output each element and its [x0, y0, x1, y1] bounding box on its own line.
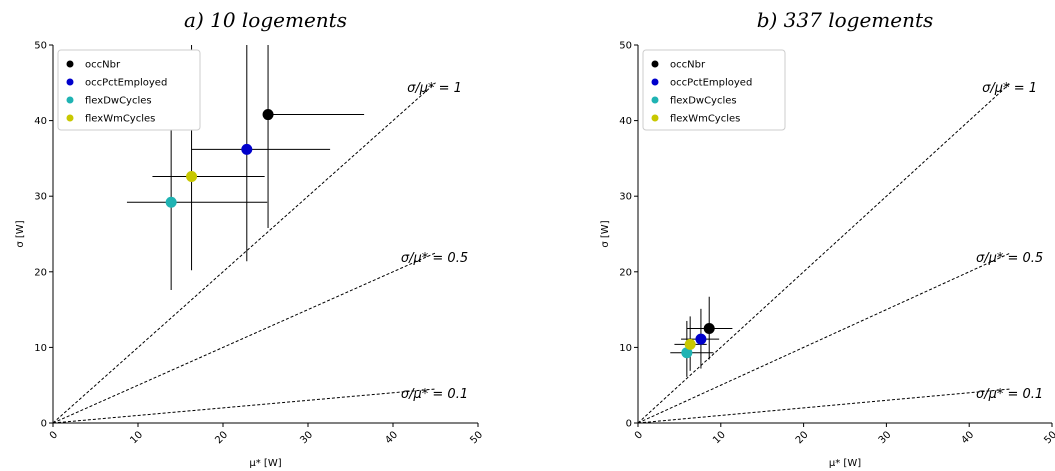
x-tick-label: 0	[48, 429, 60, 441]
legend-label-occNbr: occNbr	[670, 60, 706, 71]
ratio-line	[638, 388, 1011, 423]
y-tick-label: 40	[619, 116, 632, 127]
legend-marker-occPctEmployed	[66, 78, 74, 86]
y-tick-label: 30	[619, 192, 632, 203]
plot-area	[638, 82, 1011, 423]
series-occPctEmployed	[191, 45, 331, 262]
x-tick-label: 30	[298, 429, 315, 446]
x-tick-label: 40	[959, 429, 976, 446]
legend-frame	[57, 49, 201, 131]
data-point-occNbr	[703, 323, 715, 334]
ratio-label: σ/μ* = 0.5	[976, 251, 1043, 266]
legend-marker-occNbr	[66, 60, 74, 68]
series-occNbr	[267, 45, 365, 228]
ratio-line	[53, 82, 436, 423]
legend-frame	[642, 49, 786, 131]
chart-title: a) 10 logements	[184, 8, 347, 32]
ratio-line	[638, 82, 1011, 423]
y-tick-label: 40	[34, 116, 47, 127]
ratio-line	[638, 252, 1011, 423]
x-tick-label: 10	[128, 429, 145, 446]
y-tick-label: 0	[626, 419, 632, 430]
legend-label-flexWmCycles: flexWmCycles	[670, 114, 740, 125]
y-axis-label: σ [W]	[600, 220, 611, 247]
y-tick-label: 10	[619, 343, 632, 354]
legend-marker-flexWmCycles	[66, 114, 74, 122]
x-tick-label: 50	[468, 429, 485, 446]
x-axis-label: μ* [W]	[249, 458, 281, 469]
legend-label-occPctEmployed: occPctEmployed	[670, 78, 752, 89]
y-tick-label: 10	[34, 343, 47, 354]
x-tick-label: 50	[1042, 429, 1055, 446]
y-tick-label: 20	[619, 267, 632, 278]
data-point-flexDwCycles	[681, 347, 693, 359]
data-point-flexWmCycles	[684, 338, 696, 350]
y-tick-label: 0	[41, 419, 47, 430]
x-tick-label: 30	[877, 429, 894, 446]
legend: occNbr occPctEmployed flexDwCycles flexWmCy…	[642, 49, 786, 131]
ratio-label: σ/μ* = 0.1	[976, 387, 1043, 402]
ratio-label: σ/μ* = 1	[407, 81, 462, 96]
x-tick-label: 0	[633, 429, 645, 441]
data-point-occPctEmployed	[695, 333, 707, 345]
ratio-line	[53, 388, 436, 423]
data-point-occPctEmployed	[241, 143, 253, 155]
chart-panel-a: a) 10 logements 0 10 20 30 40 50 0 10 20 30 40 50 μ* …	[15, 8, 485, 469]
chart-panel-b: b) 337 logements 0 10 20 30 40 50 0 10 20 30 40 50 μ*…	[600, 8, 1055, 469]
x-tick-label: 20	[213, 429, 230, 446]
legend-marker-flexDwCycles	[66, 96, 74, 104]
chart-title: b) 337 logements	[757, 8, 934, 32]
ratio-label: σ/μ* = 0.1	[401, 387, 468, 402]
x-tick-label: 40	[383, 429, 400, 446]
legend-marker-flexDwCycles	[651, 96, 659, 104]
data-point-flexWmCycles	[186, 171, 198, 183]
legend-label-flexWmCycles: flexWmCycles	[85, 114, 155, 125]
y-axis-label: σ [W]	[15, 220, 26, 247]
data-point-flexDwCycles	[165, 196, 177, 208]
y-tick-label: 30	[34, 192, 47, 203]
legend-marker-occNbr	[651, 60, 659, 68]
legend-label-occPctEmployed: occPctEmployed	[85, 78, 167, 89]
ratio-label: σ/μ* = 1	[982, 81, 1037, 96]
legend-marker-flexWmCycles	[651, 114, 659, 122]
legend-marker-occPctEmployed	[651, 78, 659, 86]
y-tick-label: 50	[619, 41, 632, 52]
ratio-line	[53, 252, 436, 423]
legend-label-flexDwCycles: flexDwCycles	[85, 96, 152, 107]
x-tick-label: 10	[711, 429, 728, 446]
legend: occNbr occPctEmployed flexDwCycles flexWmCy…	[57, 49, 201, 131]
x-axis-label: μ* [W]	[829, 458, 861, 469]
x-tick-label: 20	[794, 429, 811, 446]
y-tick-label: 50	[34, 41, 47, 52]
legend-label-occNbr: occNbr	[85, 60, 121, 71]
legend-label-flexDwCycles: flexDwCycles	[670, 96, 737, 107]
ratio-label: σ/μ* = 0.5	[401, 251, 468, 266]
data-point-occNbr	[262, 109, 274, 121]
y-tick-label: 20	[34, 267, 47, 278]
